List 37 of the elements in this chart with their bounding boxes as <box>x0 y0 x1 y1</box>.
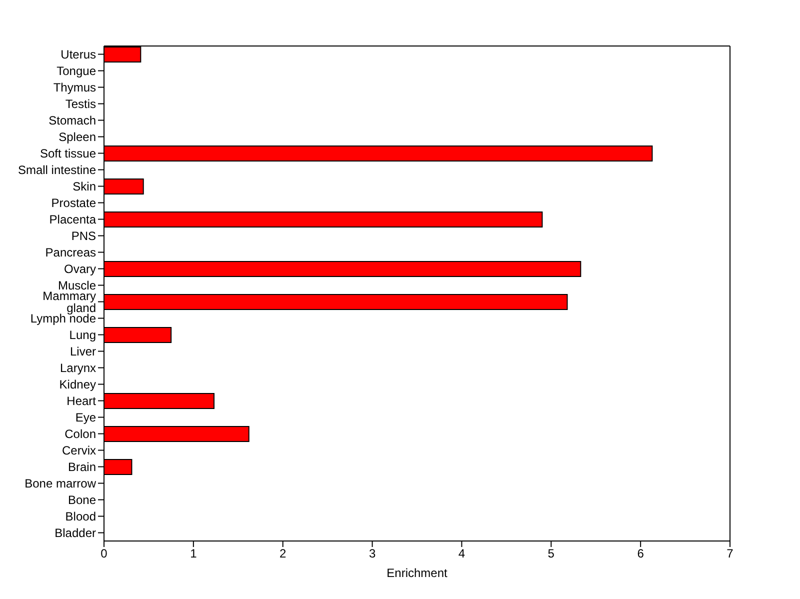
y-tick-label: PNS <box>71 229 96 244</box>
y-tick-label: Prostate <box>51 196 96 210</box>
y-tick-label: Thymus <box>53 80 96 95</box>
y-tick-label: Muscle <box>58 278 96 293</box>
y-tick-label: Uterus <box>60 48 96 62</box>
x-axis-title: Enrichment <box>386 566 448 580</box>
y-tick-label: Liver <box>70 344 96 359</box>
y-tick-label: Heart <box>66 394 97 408</box>
x-tick-label: 2 <box>280 546 287 561</box>
x-tick-label: 7 <box>726 546 734 561</box>
y-tick-label: Colon <box>64 427 96 442</box>
y-tick-label: Ovary <box>64 262 96 276</box>
x-tick-label: 1 <box>190 546 198 561</box>
y-tick-label: Brain <box>68 460 96 474</box>
y-tick-label: Lung <box>69 328 96 342</box>
y-tick-label: Bladder <box>54 526 96 540</box>
y-tick-label: Spleen <box>58 130 96 144</box>
x-tick-label: 5 <box>548 546 555 561</box>
y-tick-label: Pancreas <box>45 246 96 260</box>
x-tick-label: 6 <box>637 546 644 561</box>
x-tick-label: 0 <box>100 546 108 561</box>
y-tick-label: Kidney <box>59 378 96 392</box>
x-tick-label: 4 <box>458 546 466 561</box>
y-tick-label: Placenta <box>49 212 96 227</box>
y-tick-label: Small intestine <box>18 163 96 178</box>
y-tick-label: Eye <box>75 410 96 425</box>
y-tick-label: Skin <box>72 180 96 194</box>
x-tick-label: 3 <box>368 546 376 561</box>
y-tick-label: Larynx <box>60 361 96 376</box>
y-tick-label: Blood <box>65 510 96 524</box>
y-tick-label: Testis <box>65 97 96 112</box>
y-tick-label: Bone <box>68 493 96 508</box>
y-tick-label: Soft tissue <box>40 146 96 161</box>
y-tick-label: Stomach <box>48 114 96 128</box>
y-tick-label: Cervix <box>62 444 96 458</box>
y-tick-label: Bone marrow <box>24 476 96 491</box>
y-tick-label: Tongue <box>56 64 96 78</box>
